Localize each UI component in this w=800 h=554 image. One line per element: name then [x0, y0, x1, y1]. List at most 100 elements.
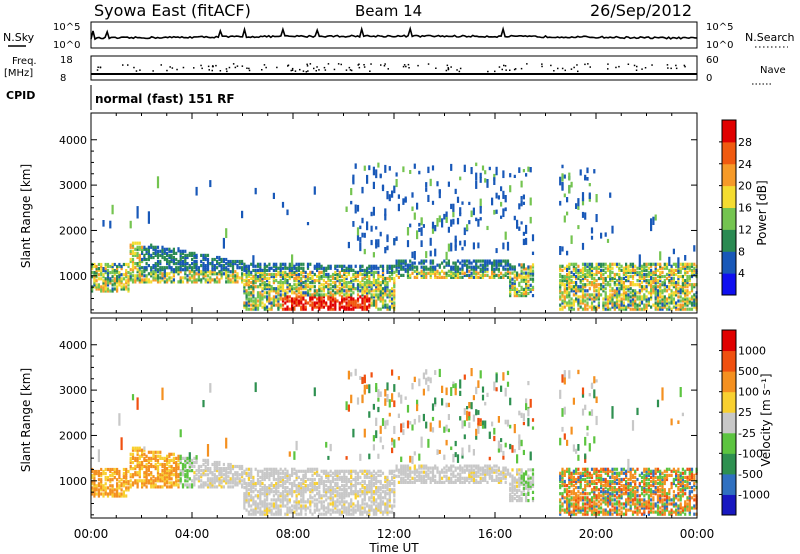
echo-cell: [445, 261, 448, 265]
echo-cell: [304, 512, 307, 516]
echo-cell: [422, 271, 425, 275]
echo-cell: [247, 475, 250, 479]
nave-dot: [139, 69, 141, 71]
echo-cell: [152, 247, 155, 251]
echo-cell: [345, 481, 348, 486]
echo-cell: [668, 274, 671, 279]
echo-cell: [311, 285, 314, 289]
echo-cell: [254, 297, 257, 301]
echo-cell: [350, 372, 353, 377]
echo-cell: [231, 276, 235, 280]
echo-cell: [611, 301, 614, 305]
echo-cell: [256, 481, 260, 486]
echo-cell: [184, 462, 187, 467]
echo-cell: [288, 473, 291, 477]
echo-cell: [400, 263, 403, 267]
echo-cell: [306, 469, 310, 473]
echo-cell: [170, 257, 173, 262]
echo-cell: [504, 231, 507, 240]
echo-cell: [595, 295, 598, 299]
echo-cell: [520, 294, 523, 298]
echo-cell: [575, 281, 578, 285]
echo-cell: [579, 279, 582, 283]
echo-cell: [627, 287, 630, 291]
echo-cell: [231, 259, 235, 264]
echo-cell: [297, 492, 300, 496]
echo-cell: [525, 273, 528, 277]
echo-cell: [366, 174, 369, 184]
echo-cell: [386, 191, 389, 200]
echo-cell: [354, 287, 357, 291]
echo-cell: [134, 280, 137, 284]
echo-cell: [281, 477, 285, 482]
echo-cell: [590, 272, 594, 277]
echo-cell: [200, 483, 203, 487]
echo-cell: [279, 270, 282, 274]
echo-cell: [247, 502, 250, 506]
echo-cell: [163, 477, 166, 481]
nave-dot: [503, 64, 505, 67]
echo-cell: [109, 220, 112, 229]
echo-cell: [454, 263, 457, 267]
echo-cell: [613, 283, 616, 287]
echo-cell: [586, 177, 589, 181]
echo-cell: [377, 162, 380, 168]
echo-cell: [261, 281, 264, 285]
echo-cell: [659, 295, 662, 299]
echo-cell: [586, 279, 589, 283]
echo-cell: [677, 257, 680, 265]
echo-cell: [352, 492, 355, 496]
echo-cell: [318, 496, 321, 500]
echo-cell: [595, 266, 598, 270]
echo-cell: [659, 299, 662, 303]
echo-cell: [384, 287, 387, 291]
echo-cell: [118, 469, 121, 474]
echo-cell: [254, 274, 257, 279]
echo-cell: [147, 473, 150, 477]
echo-cell: [679, 295, 682, 299]
echo-cell: [191, 266, 194, 270]
echo-cell: [102, 494, 105, 498]
echo-cell: [681, 283, 684, 287]
echo-cell: [325, 490, 328, 494]
echo-cell: [622, 297, 625, 301]
echo-cell: [341, 484, 344, 488]
echo-cell: [241, 280, 244, 284]
echo-cell: [479, 198, 482, 208]
echo-cell: [677, 274, 680, 279]
echo-cell: [188, 485, 191, 489]
echo-cell: [647, 297, 650, 301]
echo-cell: [186, 479, 189, 483]
echo-cell: [568, 272, 571, 277]
echo-cell: [154, 454, 157, 458]
echo-cell: [431, 265, 435, 269]
echo-cell: [643, 293, 646, 297]
echo-cell: [575, 289, 578, 293]
echo-cell: [222, 266, 225, 270]
echo-cell: [566, 291, 569, 295]
echo-cell: [286, 506, 289, 510]
echo-cell: [477, 265, 480, 269]
echo-cell: [602, 279, 605, 283]
echo-cell: [595, 293, 598, 297]
echo-cell: [131, 448, 135, 452]
echo-cell: [172, 251, 175, 255]
nave-dot: [306, 63, 308, 66]
echo-cell: [325, 510, 328, 514]
echo-cell: [311, 276, 314, 281]
echo-cell: [475, 261, 478, 265]
echo-cell: [179, 477, 182, 481]
echo-cell: [670, 270, 673, 274]
echo-cell: [322, 293, 325, 297]
echo-cell: [606, 283, 610, 287]
echo-cell: [166, 274, 169, 278]
echo-cell: [493, 259, 496, 263]
echo-cell: [138, 462, 141, 467]
echo-cell: [216, 460, 219, 465]
echo-cell: [275, 477, 278, 482]
echo-cell: [316, 289, 319, 293]
echo-cell: [645, 285, 648, 289]
echo-cell: [284, 475, 287, 479]
echo-cell: [227, 464, 230, 469]
echo-cell: [181, 276, 185, 280]
